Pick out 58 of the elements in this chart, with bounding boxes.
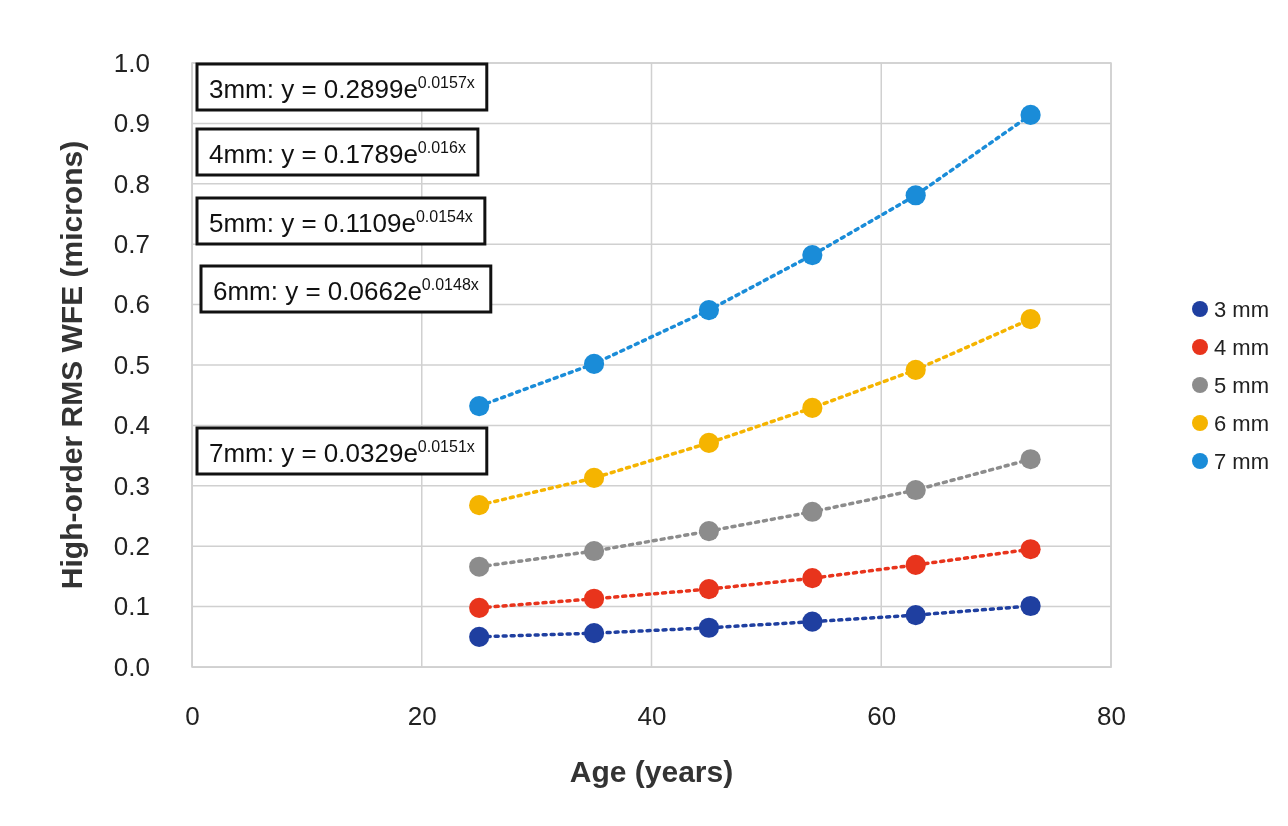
y-tick-label: 0.0	[113, 651, 150, 682]
point	[802, 501, 823, 522]
y-tick-label: 0.1	[113, 591, 150, 622]
x-tick-label: 0	[185, 701, 200, 732]
x-tick-label: 20	[407, 701, 437, 732]
point	[469, 626, 490, 647]
x-tick-label: 40	[637, 701, 667, 732]
point	[583, 540, 605, 562]
point	[469, 597, 490, 618]
legend-label: 6 mm	[1214, 411, 1269, 436]
y-tick-label: 0.6	[113, 289, 150, 320]
legend-label: 5 mm	[1214, 373, 1269, 398]
y-tick-label: 0.2	[113, 531, 150, 562]
point	[905, 359, 926, 380]
point	[469, 495, 490, 516]
annotation: 5mm: y = 0.1109e$^{0.0154x}$	[209, 208, 473, 238]
y-tick-label: 0.8	[113, 168, 150, 199]
y-tick-label: 0.5	[113, 349, 150, 380]
point	[905, 554, 926, 575]
point	[802, 245, 823, 266]
y-axis-title: High-order RMS WFE (microns)	[55, 140, 88, 590]
x-tick-label: 60	[867, 701, 897, 732]
point	[698, 617, 720, 638]
x-tick-label: 80	[1097, 701, 1126, 732]
point	[698, 299, 720, 321]
annotation: 4mm: y = 0.1789e$^{0.016x}$	[209, 139, 466, 169]
point	[905, 604, 926, 626]
point	[698, 579, 720, 600]
point	[905, 185, 926, 206]
point	[1020, 595, 1041, 617]
point	[802, 397, 823, 418]
point	[802, 611, 823, 632]
point	[1020, 104, 1041, 126]
point	[1020, 539, 1041, 560]
y-tick-label: 1.0	[113, 47, 150, 78]
point	[698, 432, 720, 453]
x-axis-title: Age (years)	[569, 755, 734, 788]
point	[583, 353, 605, 374]
y-tick-label: 0.3	[113, 470, 150, 501]
y-tick-label: 0.7	[113, 229, 150, 260]
point	[698, 521, 720, 542]
annotation: 3mm: y = 0.2899e$^{0.0157x}$	[209, 74, 475, 104]
point	[905, 479, 926, 501]
y-tick-label: 0.4	[113, 410, 150, 441]
legend-label: 7 mm	[1214, 449, 1269, 474]
point	[583, 467, 605, 489]
point	[1020, 449, 1041, 470]
point	[1020, 309, 1041, 330]
point	[469, 556, 490, 577]
point	[802, 568, 823, 589]
point	[469, 396, 490, 417]
annotation: 7mm: y = 0.0329e$^{0.0151x}$	[209, 438, 475, 468]
annotation: 6mm: y = 0.0662e$^{0.0148x}$	[213, 276, 479, 306]
y-tick-label: 0.9	[113, 108, 150, 139]
point	[583, 588, 605, 609]
legend-label: 3 mm	[1214, 297, 1269, 322]
legend-label: 4 mm	[1214, 335, 1269, 360]
point	[583, 623, 605, 644]
